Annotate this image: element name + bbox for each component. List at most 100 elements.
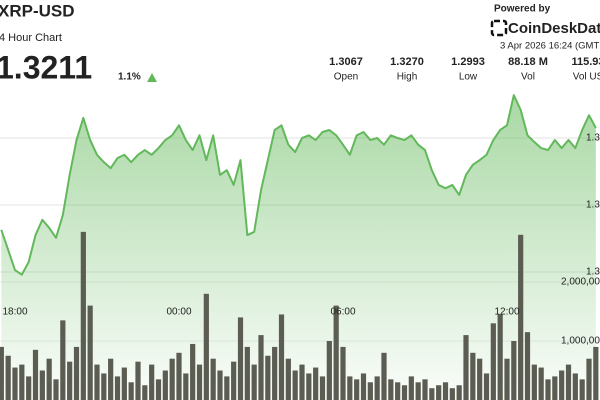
volume-bar [367, 382, 373, 400]
volume-bar [176, 352, 182, 400]
volume-bar [354, 379, 360, 400]
volume-bar [463, 335, 469, 400]
volume-bar [203, 293, 209, 400]
volume-bar [142, 385, 148, 400]
volume-bar [285, 358, 291, 400]
price: 1.3211 [0, 49, 92, 85]
up-arrow [147, 73, 157, 82]
volume-bar [94, 364, 100, 400]
volume-bar [190, 343, 196, 400]
volume-bar [429, 388, 435, 400]
volume-bar [306, 373, 312, 400]
volume-bar [108, 358, 114, 400]
volume-bar [272, 346, 278, 400]
volume-bar [32, 349, 39, 400]
volume-bar [388, 379, 394, 400]
volume-bar [319, 376, 326, 400]
volume-bar [231, 361, 237, 400]
volume-bar [470, 352, 476, 400]
price-area [1, 95, 596, 400]
stat-label: Vol US [573, 72, 600, 83]
volume-bar [511, 341, 517, 400]
volume-bar [456, 385, 462, 400]
volume-bar [292, 370, 298, 400]
x-tick-label: 00:00 [166, 307, 191, 318]
plot-area: 1.3 1.31 1.32 1,000,000 2,000,000 18:00 00:00 0… [0, 94, 600, 400]
volume-bar [162, 370, 168, 400]
volume-bar [313, 367, 319, 400]
volume-bar [121, 367, 127, 400]
y-tick-label: 1.31 [586, 200, 600, 211]
volume-bar [374, 376, 380, 400]
volume-bar [524, 332, 531, 400]
volume-bar [224, 376, 230, 400]
volume-bar [360, 373, 367, 400]
volume-bar [552, 376, 558, 400]
stat-value: 1.3270 [390, 56, 424, 68]
y-tick-label: 1.3 [586, 267, 600, 278]
volume-bar [299, 364, 305, 400]
volume-bar [326, 341, 332, 400]
x-tick-label: 06:00 [330, 307, 355, 318]
volume-bar [217, 370, 223, 400]
symbol: XRP-USD [0, 1, 75, 20]
x-tick-label: 12:00 [494, 307, 519, 318]
volume-bar [436, 385, 442, 400]
volume-bar [244, 346, 250, 400]
powered-by: Powered by [494, 4, 551, 15]
volume-bar [477, 358, 483, 400]
stat-label: High [397, 72, 418, 83]
stat-label: Low [459, 72, 478, 83]
stat-label: Vol [521, 72, 535, 83]
volume-bar [251, 364, 257, 400]
change: 1.1% [118, 72, 141, 83]
volume-bar [135, 361, 141, 400]
volume-bar [442, 382, 449, 400]
volume-bar [593, 346, 599, 400]
volume-bar [333, 305, 339, 400]
volume-bar [531, 364, 537, 400]
volume-bar [237, 317, 244, 400]
volume-bar [12, 367, 18, 400]
volume-bar [73, 346, 80, 400]
brand: CoinDeskData [508, 20, 600, 37]
volume-bar [483, 373, 490, 400]
stat-value: 1.2993 [451, 56, 485, 68]
volume-bar [422, 379, 428, 400]
y-tick-label: 1.32 [586, 133, 600, 144]
y2-tick-label: 2,000,000 [561, 277, 600, 288]
volume-bar [80, 231, 86, 400]
volume-bar [545, 379, 551, 400]
volume-bar [504, 358, 510, 400]
volume-bar [395, 382, 401, 400]
volume-bar [586, 358, 592, 400]
volume-bar [5, 355, 11, 400]
stat-label: Open [334, 72, 358, 83]
volume-bar [518, 234, 524, 400]
volume-bar [155, 379, 162, 400]
volume-bar [0, 346, 4, 400]
volume-bar [572, 373, 578, 400]
volume-bar [87, 305, 93, 400]
volume-bar [128, 382, 134, 400]
volume-bar [538, 367, 544, 400]
volume-bar [347, 376, 353, 400]
volume-bar [381, 352, 387, 400]
volume-bar [210, 358, 216, 400]
volume-bar [340, 346, 346, 400]
stat-value: 1.3067 [329, 56, 363, 68]
volume-bar [401, 385, 408, 400]
volume-bar [415, 382, 421, 400]
volume-bar [183, 373, 189, 400]
y2-tick-label: 1,000,000 [561, 336, 600, 347]
volume-bar [149, 364, 155, 400]
volume-bar [101, 373, 107, 400]
volume-bar [265, 355, 271, 400]
volume-bar [490, 323, 496, 400]
stat-value: 88.18 M [508, 56, 548, 68]
volume-bar [53, 379, 59, 400]
volume-bar [565, 364, 572, 400]
volume-bar [497, 314, 503, 400]
volume-bar [579, 379, 585, 400]
